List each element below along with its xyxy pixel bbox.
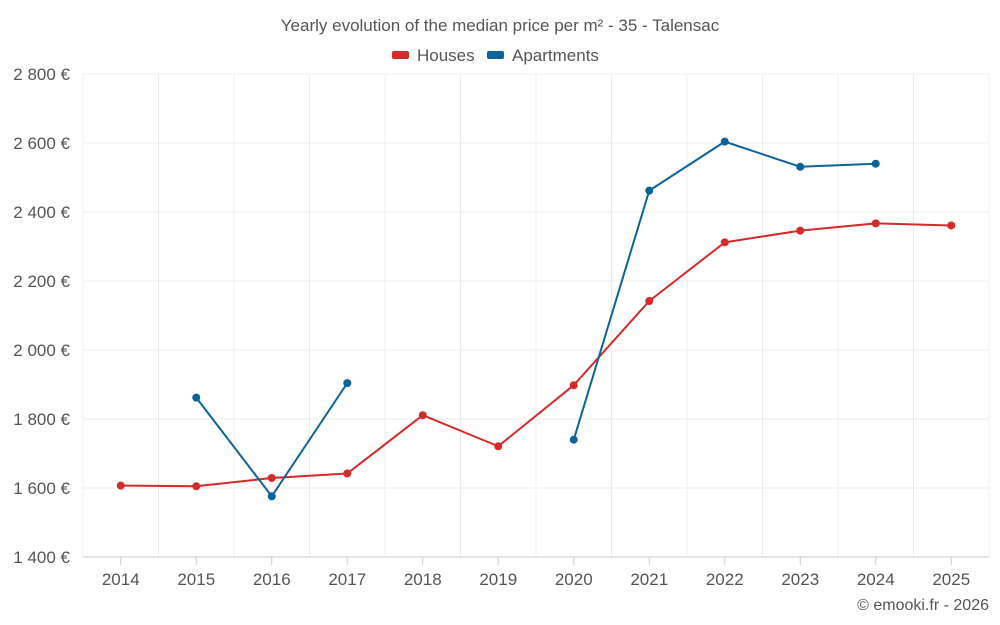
legend-item-apartments[interactable]: Apartments: [487, 46, 599, 65]
legend: Houses Apartments: [392, 46, 599, 65]
x-tick-label: 2023: [781, 570, 819, 589]
legend-swatch-apartments: [487, 51, 504, 59]
data-point-apartments-2022[interactable]: [720, 137, 729, 146]
x-tick-label: 2016: [253, 570, 291, 589]
y-tick-label: 2 400 €: [13, 203, 70, 222]
data-point-apartments-2016[interactable]: [267, 492, 276, 501]
data-point-houses-2021[interactable]: [645, 297, 654, 306]
data-point-houses-2014[interactable]: [116, 481, 125, 490]
data-point-apartments-2017[interactable]: [343, 379, 352, 388]
x-tick-label: 2022: [706, 570, 744, 589]
data-point-apartments-2024[interactable]: [871, 159, 880, 168]
data-point-apartments-2015[interactable]: [192, 393, 201, 402]
data-point-houses-2023[interactable]: [796, 226, 805, 235]
data-point-houses-2015[interactable]: [192, 482, 201, 491]
y-tick-label: 2 000 €: [13, 341, 70, 360]
x-tick-label: 2015: [177, 570, 215, 589]
data-point-apartments-2021[interactable]: [645, 186, 654, 195]
data-point-apartments-2020[interactable]: [569, 435, 578, 444]
legend-label-houses: Houses: [417, 46, 475, 65]
chart-title: Yearly evolution of the median price per…: [281, 16, 720, 35]
data-point-houses-2017[interactable]: [343, 469, 352, 478]
data-point-houses-2019[interactable]: [494, 442, 503, 451]
y-axis: 1 400 € 1 600 € 1 800 € 2 000 € 2 200 € 2 400…: [13, 65, 70, 567]
legend-item-houses[interactable]: Houses: [392, 46, 475, 65]
y-tick-label: 2 200 €: [13, 272, 70, 291]
x-tick-label: 2024: [857, 570, 895, 589]
data-point-houses-2025[interactable]: [947, 221, 956, 230]
series-layer: [116, 137, 956, 501]
credit-text: © emooki.fr - 2026: [857, 597, 989, 614]
x-tick-label: 2020: [555, 570, 593, 589]
series-line-apartments: [572, 140, 876, 440]
y-tick-label: 1 400 €: [13, 548, 70, 567]
data-point-houses-2016[interactable]: [267, 473, 276, 482]
y-tick-label: 2 600 €: [13, 134, 70, 153]
x-tick-label: 2017: [328, 570, 366, 589]
x-tick-label: 2021: [630, 570, 668, 589]
x-tick-label: 2014: [102, 570, 140, 589]
x-tick-label: 2025: [932, 570, 970, 589]
y-tick-label: 1 600 €: [13, 479, 70, 498]
data-point-apartments-2023[interactable]: [796, 162, 805, 171]
data-point-houses-2022[interactable]: [720, 238, 729, 247]
data-point-houses-2020[interactable]: [569, 381, 578, 390]
data-point-houses-2024[interactable]: [871, 219, 880, 228]
x-tick-label: 2018: [404, 570, 442, 589]
x-tick-label: 2019: [479, 570, 517, 589]
data-point-houses-2018[interactable]: [418, 411, 427, 420]
legend-label-apartments: Apartments: [512, 46, 599, 65]
x-axis: 2014 2015 2016 2017 2018 2019 2020 2021 2022 2023…: [83, 556, 989, 589]
grid: [82, 73, 990, 557]
series-apartments: [192, 137, 880, 501]
y-tick-label: 1 800 €: [13, 410, 70, 429]
legend-swatch-houses: [392, 51, 409, 59]
y-tick-label: 2 800 €: [13, 65, 70, 84]
